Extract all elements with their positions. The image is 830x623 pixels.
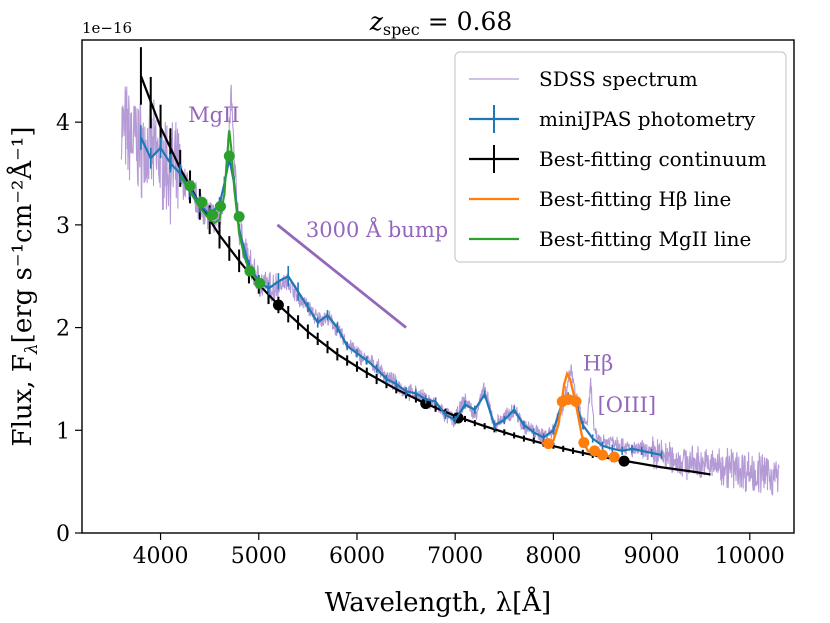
legend-entry: SDSS spectrum bbox=[469, 67, 698, 91]
legend-label: Best-fitting MgII line bbox=[539, 227, 751, 251]
title-rest: = 0.68 bbox=[420, 7, 513, 36]
hbeta-point bbox=[596, 449, 608, 461]
x-tick-label: 9000 bbox=[624, 544, 680, 569]
legend-entry: Best-fitting MgII line bbox=[469, 227, 751, 251]
continuum-point bbox=[618, 455, 630, 467]
y-multiplier: 1e−16 bbox=[82, 19, 132, 37]
axes-frame bbox=[81, 39, 795, 534]
mgii-point bbox=[196, 196, 208, 208]
mgii-point bbox=[233, 211, 245, 223]
annotation-label: MgII bbox=[188, 103, 240, 127]
legend-entry: miniJPAS photometry bbox=[469, 105, 756, 133]
mgii-point bbox=[184, 180, 196, 192]
annotation-label: 3000 Å bump bbox=[306, 217, 448, 242]
mgii-point bbox=[244, 265, 256, 277]
title-sub: spec bbox=[383, 20, 420, 39]
ylabel-main: Flux, F bbox=[8, 354, 38, 446]
legend-label: Best-fitting Hβ line bbox=[539, 187, 731, 211]
bump-annotation-line bbox=[276, 223, 407, 329]
hbeta-line-series bbox=[541, 370, 620, 463]
legend-entry: Best-fitting continuum bbox=[469, 145, 767, 173]
x-tick-label: 10000 bbox=[715, 544, 785, 569]
title-main: z bbox=[369, 7, 384, 36]
x-tick-label: 4000 bbox=[133, 544, 189, 569]
y-tick-label: 4 bbox=[56, 111, 70, 136]
mgii-point bbox=[207, 209, 219, 221]
annotation-label: Hβ bbox=[583, 352, 613, 376]
annotation-label: [OIII] bbox=[598, 393, 657, 417]
mgii-point bbox=[254, 277, 266, 289]
legend: SDSS spectrum miniJPAS photometry Best-fit… bbox=[454, 51, 787, 263]
x-tick-label: 6000 bbox=[329, 544, 385, 569]
y-tick-label: 2 bbox=[56, 317, 70, 342]
x-axis-title: Wavelength, λ[Å] bbox=[325, 586, 551, 618]
hbeta-point bbox=[578, 437, 590, 449]
legend-label: SDSS spectrum bbox=[539, 67, 698, 91]
plot-frame bbox=[81, 39, 795, 534]
x-tick-label: 8000 bbox=[525, 544, 581, 569]
mgii-line-series bbox=[179, 130, 266, 289]
legend-box bbox=[454, 51, 787, 263]
y-axis-title: Flux, Fλ[erg s⁻¹cm⁻²Å⁻¹] bbox=[6, 127, 42, 447]
x-tick-label: 5000 bbox=[231, 544, 287, 569]
hbeta-point bbox=[570, 396, 582, 408]
hbeta-point bbox=[542, 438, 554, 450]
x-tick-label: 7000 bbox=[427, 544, 483, 569]
continuum-point bbox=[272, 299, 284, 311]
chart-title: zspec = 0.68 bbox=[369, 7, 513, 39]
legend-entry: Best-fitting Hβ line bbox=[469, 187, 731, 211]
axis-ticks: 4000 5000 6000 7000 8000 9000 10000 0 1 2 3 4 1e−16 bbox=[56, 19, 785, 569]
ylabel-sub: λ bbox=[22, 343, 42, 355]
legend-label: miniJPAS photometry bbox=[539, 107, 756, 131]
y-tick-label: 3 bbox=[56, 214, 70, 239]
hbeta-point bbox=[608, 451, 620, 463]
titles: zspec = 0.68 Wavelength, λ[Å] Flux, Fλ[erg… bbox=[6, 7, 551, 618]
mgii-point bbox=[214, 200, 226, 212]
legend-label: Best-fitting continuum bbox=[539, 147, 767, 171]
annotations: MgII 3000 Å bump Hβ [OIII] bbox=[188, 103, 656, 417]
ylabel-rest: [erg s⁻¹cm⁻²Å⁻¹] bbox=[6, 127, 38, 344]
bump-annotation-line-group bbox=[276, 223, 407, 329]
y-tick-label: 0 bbox=[56, 522, 70, 547]
mgii-point bbox=[223, 150, 235, 162]
y-tick-label: 1 bbox=[56, 419, 70, 444]
